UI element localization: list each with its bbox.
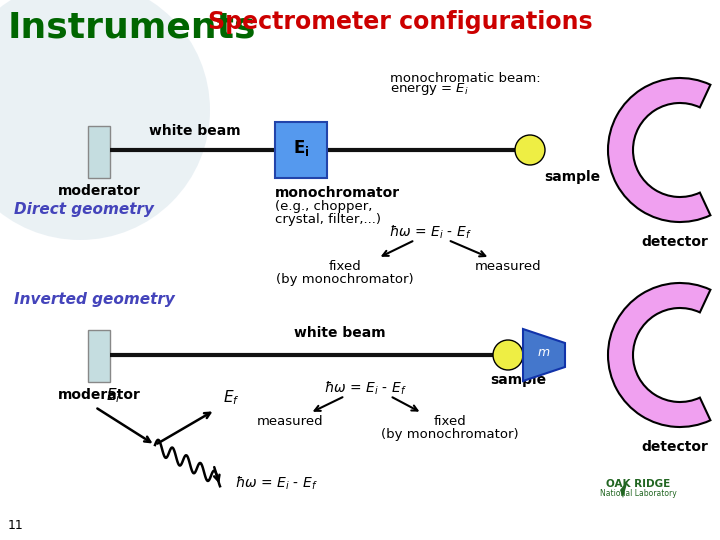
Text: measured: measured: [257, 415, 323, 428]
Text: detector: detector: [642, 440, 708, 454]
Text: sample: sample: [544, 170, 600, 184]
Text: $\hbar\omega$ = $E_i$ - $E_f$: $\hbar\omega$ = $E_i$ - $E_f$: [235, 474, 318, 492]
Circle shape: [515, 135, 545, 165]
Text: white beam: white beam: [149, 124, 240, 138]
Text: $E_i$: $E_i$: [106, 386, 120, 405]
Wedge shape: [608, 78, 711, 222]
Text: monochromator: monochromator: [275, 186, 400, 200]
Bar: [88, 126, 110, 178]
Text: Inverted geometry: Inverted geometry: [14, 292, 175, 307]
Text: fixed: fixed: [433, 415, 467, 428]
Text: $\hbar\omega$ = $E_i$ - $E_f$: $\hbar\omega$ = $E_i$ - $E_f$: [323, 379, 406, 397]
Text: detector: detector: [642, 235, 708, 249]
Polygon shape: [620, 480, 628, 498]
Text: $\hbar\omega$ = $E_i$ - $E_f$: $\hbar\omega$ = $E_i$ - $E_f$: [389, 224, 472, 241]
Text: monochromatic beam:: monochromatic beam:: [390, 72, 541, 85]
Text: Spectrometer configurations: Spectrometer configurations: [207, 10, 593, 34]
Text: sample: sample: [490, 373, 546, 387]
Bar: [275, 122, 327, 178]
Text: National Laboratory: National Laboratory: [600, 489, 676, 498]
Text: measured: measured: [474, 260, 541, 273]
Text: (by monochromator): (by monochromator): [381, 428, 519, 441]
Wedge shape: [608, 283, 711, 427]
Text: 11: 11: [8, 519, 24, 532]
Text: (e.g., chopper,: (e.g., chopper,: [275, 200, 372, 213]
Polygon shape: [523, 329, 565, 381]
Text: energy = $E_i$: energy = $E_i$: [390, 81, 469, 97]
Text: (by monochromator): (by monochromator): [276, 273, 414, 286]
Text: $m$: $m$: [537, 347, 551, 360]
Bar: [88, 330, 110, 382]
Text: $\mathbf{E_i}$: $\mathbf{E_i}$: [293, 138, 310, 158]
Text: moderator: moderator: [58, 184, 140, 198]
Text: moderator: moderator: [58, 388, 140, 402]
Ellipse shape: [0, 0, 210, 240]
Text: $E_f$: $E_f$: [223, 388, 240, 407]
Text: Direct geometry: Direct geometry: [14, 202, 154, 217]
Text: OAK RIDGE: OAK RIDGE: [606, 479, 670, 489]
Text: white beam: white beam: [294, 326, 386, 340]
Text: fixed: fixed: [328, 260, 361, 273]
Text: Instruments: Instruments: [8, 10, 256, 44]
Circle shape: [493, 340, 523, 370]
Text: crystal, filter,...): crystal, filter,...): [275, 213, 381, 226]
